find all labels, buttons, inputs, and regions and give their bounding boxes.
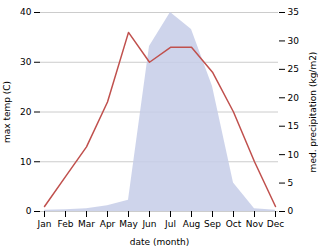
- svg-text:40: 40: [20, 7, 32, 17]
- svg-text:date (month): date (month): [130, 237, 189, 247]
- svg-text:Mar: Mar: [78, 219, 95, 229]
- svg-text:Jun: Jun: [141, 219, 156, 229]
- svg-text:0: 0: [288, 206, 294, 216]
- svg-text:Apr: Apr: [100, 219, 116, 229]
- svg-text:25: 25: [288, 64, 299, 74]
- svg-text:Oct: Oct: [226, 219, 242, 229]
- svg-text:Aug: Aug: [183, 219, 201, 229]
- svg-text:Nov: Nov: [246, 219, 264, 229]
- svg-text:10: 10: [20, 157, 32, 167]
- svg-text:30: 30: [20, 57, 32, 67]
- svg-text:Feb: Feb: [58, 219, 74, 229]
- svg-text:Jan: Jan: [37, 219, 52, 229]
- svg-text:May: May: [119, 219, 138, 229]
- svg-text:20: 20: [288, 93, 300, 103]
- svg-text:15: 15: [288, 121, 299, 131]
- svg-text:Jul: Jul: [164, 219, 176, 229]
- svg-text:max temp (C): max temp (C): [2, 81, 12, 143]
- svg-text:20: 20: [20, 107, 32, 117]
- svg-text:5: 5: [288, 178, 294, 188]
- svg-text:Dec: Dec: [267, 219, 284, 229]
- svg-text:med. precipitation (kg/m2): med. precipitation (kg/m2): [308, 52, 318, 173]
- svg-text:35: 35: [288, 7, 299, 17]
- svg-text:30: 30: [288, 36, 300, 46]
- svg-text:10: 10: [288, 150, 300, 160]
- svg-text:Sep: Sep: [204, 219, 221, 229]
- svg-text:0: 0: [26, 206, 32, 216]
